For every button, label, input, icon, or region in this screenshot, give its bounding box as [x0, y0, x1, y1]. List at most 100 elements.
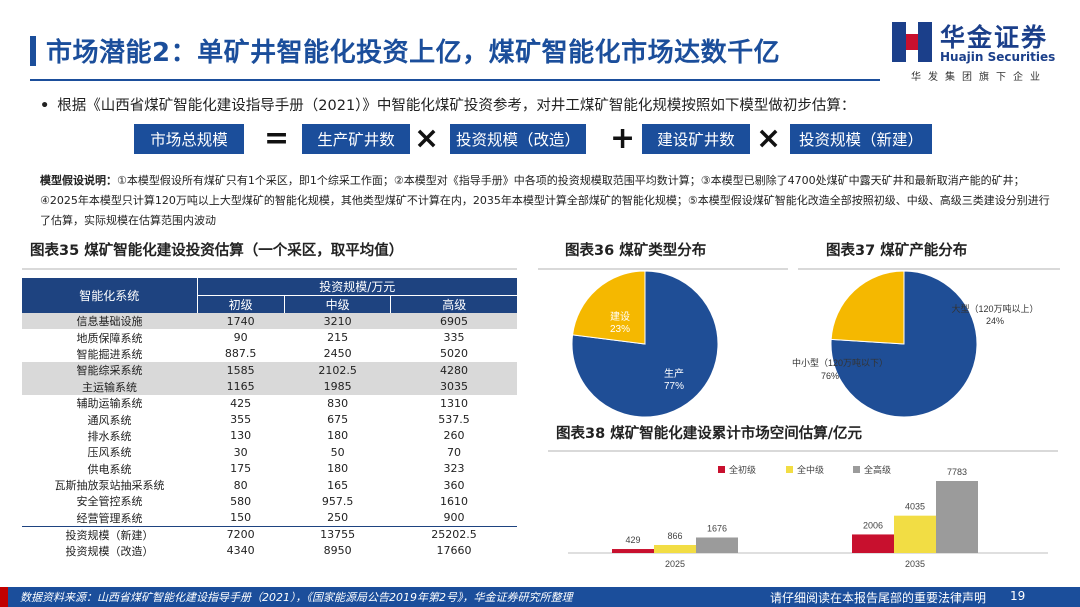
model-assumptions: 模型假设说明：①本模型假设所有煤矿只有1个采区，即1个综采工作面；②本模型对《指…: [40, 171, 1060, 231]
table-row: 经营管理系统 150 250 900: [22, 510, 517, 527]
pie-label: 生产: [664, 367, 684, 380]
table-row: 瓦斯抽放泵站抽采系统 80 165 360: [22, 477, 517, 493]
legend-swatch: [786, 466, 793, 473]
pie-label: 建设: [610, 310, 630, 323]
legend-swatch: [853, 466, 860, 473]
x-tick-label: 2025: [665, 559, 685, 569]
pie-label: 大型（120万吨以上）: [951, 303, 1038, 314]
formula-equals: =: [264, 121, 290, 156]
row-value-cell: 250: [327, 511, 349, 525]
row-value-cell: 1310: [439, 396, 468, 410]
footer-bar: [0, 587, 1080, 607]
row-value-cell: 4340: [226, 544, 255, 558]
row-value-cell: 180: [327, 462, 349, 476]
bar: [612, 549, 654, 553]
row-value-cell: 675: [327, 413, 349, 427]
row-system-name: 地质保障系统: [76, 331, 143, 345]
bar: [696, 537, 738, 553]
formula-plus: +: [610, 121, 636, 156]
table-row: 信息基础设施 1740 3210 6905: [22, 313, 517, 330]
row-value-cell: 1585: [197, 362, 285, 379]
row-system-name: 供电系统: [87, 462, 132, 476]
bar-value-label: 1676: [707, 523, 727, 533]
row-system-name: 主运输系统: [22, 378, 197, 395]
logo-english-name: Huajin Securities: [940, 50, 1056, 64]
row-value-cell: 17660: [436, 544, 472, 558]
row-value-cell: 900: [443, 511, 465, 525]
logo-chinese-name: 华金证券: [940, 23, 1049, 52]
pie-slice: [572, 270, 646, 345]
row-value-cell: 8950: [323, 544, 352, 558]
row-value-cell: 355: [230, 413, 252, 427]
row-value-cell: 6905: [390, 313, 517, 330]
row-system-name: 信息基础设施: [22, 313, 197, 330]
table-title: 图表35 煤矿智能化建设投资估算（一个采区，取平均值）: [30, 243, 404, 259]
row-value-cell: 1985: [284, 378, 391, 395]
row-value-cell: 1740: [197, 313, 285, 330]
footer-source: 数据资料来源：山西省煤矿智能化建设指导手册（2021），《国家能源局公告2019…: [20, 591, 573, 604]
row-value-cell: 323: [443, 462, 465, 476]
bar: [654, 544, 696, 553]
bullet-dot: •: [40, 98, 50, 114]
intro-bullet: • 根据《山西省煤矿智能化建设指导手册（2021）》中智能化煤矿投资参考，对井工煤…: [40, 94, 855, 115]
bar: [894, 515, 936, 553]
row-value-cell: 175: [230, 462, 252, 476]
bar: [852, 534, 894, 553]
table-row: 智能综采系统 1585 2102.5 4280: [22, 362, 517, 379]
logo-tagline: 华发集团旗下企业: [911, 72, 1047, 83]
intro-text: 根据《山西省煤矿智能化建设指导手册（2021）》中智能化煤矿投资参考，对井工煤矿…: [57, 98, 856, 114]
row-value-cell: 4280: [390, 362, 517, 379]
bar: [936, 481, 978, 553]
bar-value-label: 2006: [863, 520, 883, 530]
table-row: 投资规模（新建） 7200 13755 25202.5: [22, 525, 517, 543]
row-value-cell: 130: [230, 429, 252, 443]
pie1-title: 图表36 煤矿类型分布: [565, 243, 707, 259]
row-value-cell: 1610: [439, 494, 468, 508]
row-value-cell: 7200: [197, 525, 285, 543]
row-value-cell: 335: [443, 331, 465, 345]
formula-new-invest-box: 投资规模（新建）: [790, 124, 932, 154]
row-value-cell: 3035: [390, 378, 517, 395]
bar-value-label: 429: [625, 535, 640, 545]
table-row: 排水系统 130 180 260: [22, 428, 517, 444]
assumptions-label: 模型假设说明：: [40, 174, 117, 187]
row-value-cell: 957.5: [321, 494, 354, 508]
row-value-cell: 90: [233, 331, 248, 345]
col-header-level: 高级: [390, 295, 517, 313]
row-value-cell: 580: [230, 494, 252, 508]
row-system-name: 经营管理系统: [76, 511, 143, 525]
table-row: 安全管控系统 580 957.5 1610: [22, 493, 517, 509]
pie-slice: [830, 270, 905, 345]
row-value-cell: 80: [233, 478, 248, 492]
row-system-name: 安全管控系统: [76, 495, 143, 509]
pie1-title-rule: [538, 268, 788, 270]
formula-times-1: ×: [414, 121, 440, 156]
row-value-cell: 887.5: [224, 347, 257, 361]
row-value-cell: 360: [443, 478, 465, 492]
table-row: 压风系统 30 50 70: [22, 444, 517, 460]
pie-label: 24%: [986, 316, 1004, 326]
title-divider: [30, 79, 880, 81]
row-value-cell: 30: [233, 445, 248, 459]
col-header-level: 初级: [196, 295, 285, 313]
page-number: 19: [1010, 589, 1026, 603]
pie-label: 中小型（120万吨以下）: [792, 357, 888, 368]
row-value-cell: 50: [330, 445, 345, 459]
row-value-cell: 2102.5: [284, 362, 391, 379]
row-value-cell: 70: [446, 445, 461, 459]
formula-total-box: 市场总规模: [134, 124, 244, 154]
pie2-title: 图表37 煤矿产能分布: [826, 243, 968, 259]
row-value-cell: 260: [443, 429, 465, 443]
bar-title-rule: [548, 450, 1058, 452]
formula-new-mines-box: 建设矿井数: [642, 124, 750, 154]
huajin-logo-icon: [890, 20, 934, 64]
formula-retrofit-box: 投资规模（改造）: [450, 124, 586, 154]
company-logo: 华金证券 Huajin Securities 华发集团旗下企业: [886, 16, 1072, 83]
formula-mines-box: 生产矿井数: [302, 124, 410, 154]
col-header-system: 智能化系统: [22, 278, 197, 313]
table-row: 通风系统 355 675 537.5: [22, 411, 517, 427]
legend-label: 全初级: [729, 464, 756, 475]
market-size-formula: 市场总规模 = 生产矿井数 × 投资规模（改造） + 建设矿井数 × 投资规模（…: [0, 122, 1080, 156]
table-row: 主运输系统 1165 1985 3035: [22, 378, 517, 395]
